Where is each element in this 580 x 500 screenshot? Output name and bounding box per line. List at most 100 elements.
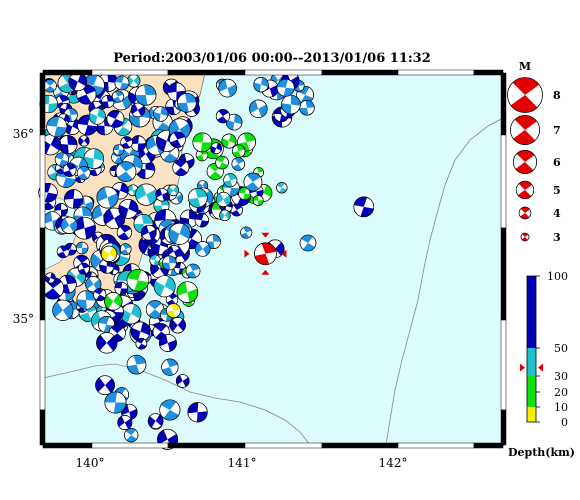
mechanism-marker xyxy=(77,262,90,275)
depth-band xyxy=(527,376,536,407)
frame-tick-bottom xyxy=(244,442,323,449)
mechanism-marker xyxy=(231,157,245,171)
mechanism-marker xyxy=(120,136,133,149)
mechanism-marker xyxy=(240,226,253,239)
mechanism-marker xyxy=(114,75,130,91)
mechanism-marker xyxy=(64,242,77,256)
mechanism-marker xyxy=(96,186,119,209)
magnitude-legend-symbol xyxy=(520,232,530,242)
mechanism-marker xyxy=(161,358,179,376)
frame-tick-right xyxy=(500,409,507,446)
magnitude-legend-label: 7 xyxy=(553,124,561,137)
mechanism-marker xyxy=(120,303,142,325)
depth-tick-label: 50 xyxy=(554,342,568,355)
frame-tick-top xyxy=(244,69,323,76)
depth-marker-left xyxy=(520,363,525,372)
mechanism-marker xyxy=(153,106,169,122)
frame-tick-right xyxy=(500,72,507,136)
mechanism-marker xyxy=(218,78,237,98)
map-title: Period:2003/01/06 00:00--2013/01/06 11:3… xyxy=(113,51,431,66)
frame-tick-left xyxy=(39,72,46,136)
main-event-mechanism xyxy=(254,242,277,266)
mechanism-marker xyxy=(210,142,222,155)
map-panel xyxy=(38,69,507,450)
depth-band xyxy=(527,276,536,348)
magnitude-legend-symbol xyxy=(512,150,537,175)
mechanism-marker xyxy=(243,172,263,192)
mechanism-marker xyxy=(185,263,201,279)
mechanism-marker xyxy=(83,148,105,169)
depth-scale-frame xyxy=(526,275,537,423)
mechanism-marker xyxy=(78,135,90,147)
mechanism-marker xyxy=(117,415,133,431)
frame-tick-left xyxy=(39,134,46,229)
main-event-marker-bottom xyxy=(261,269,270,275)
mechanism-marker xyxy=(162,255,177,271)
mechanism-marker xyxy=(75,241,89,255)
mechanism-marker xyxy=(175,374,190,388)
mechanism-marker xyxy=(124,428,139,443)
lat-label-35: 35° xyxy=(13,312,34,326)
lon-label-142: 142° xyxy=(379,456,408,470)
mechanism-marker xyxy=(76,166,91,180)
mechanism-marker xyxy=(44,272,56,284)
magnitude-legend-label: 3 xyxy=(553,231,561,244)
mechanism-marker xyxy=(126,354,147,375)
depth-band xyxy=(527,348,536,376)
mechanism-marker xyxy=(114,281,128,295)
mechanism-marker xyxy=(276,78,295,97)
mechanism-marker xyxy=(130,135,147,152)
mechanism-marker xyxy=(43,79,57,93)
earthquake-markers xyxy=(38,70,375,450)
magnitude-legend-symbol xyxy=(518,206,532,220)
mechanism-marker xyxy=(106,109,125,128)
frame-tick-bottom xyxy=(42,442,93,449)
mechanism-marker xyxy=(58,135,78,155)
mechanism-marker xyxy=(73,216,96,240)
lon-label-140: 140° xyxy=(76,456,105,470)
mechanism-marker xyxy=(54,152,69,167)
frame-ticks xyxy=(39,69,507,449)
mechanism-marker xyxy=(104,391,127,414)
frame-tick-top xyxy=(321,69,399,76)
mechanism-marker xyxy=(96,332,118,354)
frame-tick-right xyxy=(500,227,507,321)
mechanism-marker xyxy=(276,182,288,194)
mechanism-marker xyxy=(54,203,68,217)
depth-marker-right xyxy=(538,363,543,372)
mechanism-marker xyxy=(249,99,268,118)
mechanism-marker xyxy=(115,161,137,182)
main-event[interactable] xyxy=(244,232,287,275)
mechanism-marker xyxy=(135,337,148,350)
mechanism-marker xyxy=(221,133,237,149)
frame-tick-top xyxy=(91,69,169,76)
depth-tick-label: 10 xyxy=(554,401,568,414)
mechanism-marker xyxy=(41,277,65,300)
mechanism-marker xyxy=(215,191,232,208)
mechanism-marker xyxy=(68,72,88,92)
mechanism-marker xyxy=(111,90,125,103)
frame-tick-right xyxy=(500,134,507,229)
mechanism-marker xyxy=(63,189,84,209)
magnitude-legend-title: M xyxy=(519,60,531,73)
mechanism-marker xyxy=(113,144,125,156)
magnitude-legend-symbol xyxy=(510,115,540,145)
frame-tick-top xyxy=(167,69,246,76)
magnitude-legend-symbol xyxy=(507,77,543,113)
trench-line-east xyxy=(385,117,504,446)
mechanism-marker xyxy=(76,290,96,310)
mechanism-marker xyxy=(155,188,169,202)
frame-tick-bottom xyxy=(473,442,504,449)
mechanism-marker xyxy=(159,399,181,421)
mechanism-marker xyxy=(52,299,74,321)
depth-tick-label: 20 xyxy=(554,386,568,399)
frame-tick-left xyxy=(39,319,46,411)
mechanism-marker xyxy=(141,224,157,241)
mechanism-marker xyxy=(153,275,176,298)
mechanism-marker xyxy=(299,100,315,116)
depth-scale-title: Depth(km) xyxy=(508,446,575,459)
mechanism-marker xyxy=(127,74,141,88)
mechanism-marker xyxy=(95,375,115,396)
magnitude-legend-label: 8 xyxy=(553,89,561,102)
